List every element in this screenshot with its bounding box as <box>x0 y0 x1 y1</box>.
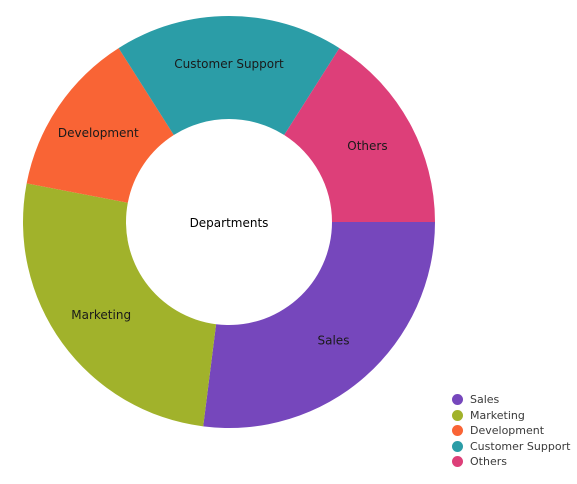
legend-swatch-others <box>452 456 463 468</box>
slice-label-others: Others <box>347 139 387 153</box>
legend-label-customer-support: Customer Support <box>470 439 571 453</box>
slice-label-marketing: Marketing <box>71 308 131 322</box>
slice-development[interactable] <box>26 48 174 203</box>
legend-label-marketing: Marketing <box>470 408 525 422</box>
slice-label-customer-support: Customer Support <box>174 57 284 71</box>
center-label: Departments <box>190 216 269 230</box>
legend-item-sales[interactable]: Sales <box>452 392 577 408</box>
slice-label-sales: Sales <box>318 334 350 348</box>
legend-item-marketing[interactable]: Marketing <box>452 408 577 424</box>
chart-legend: Sales Marketing Development Customer Suppor… <box>452 392 577 470</box>
legend-label-development: Development <box>470 424 545 438</box>
legend-label-others: Others <box>470 455 507 469</box>
slice-others[interactable] <box>284 48 435 222</box>
legend-item-customer-support[interactable]: Customer Support <box>452 439 577 455</box>
legend-swatch-development <box>452 425 463 437</box>
donut-slices <box>23 15 435 429</box>
legend-label-sales: Sales <box>470 393 500 407</box>
legend-swatch-customer-support <box>452 440 463 452</box>
legend-item-development[interactable]: Development <box>452 423 577 439</box>
slice-label-development: Development <box>58 126 139 140</box>
legend-item-others[interactable]: Others <box>452 454 577 470</box>
slice-marketing[interactable] <box>23 183 217 427</box>
slice-customer-support[interactable] <box>118 15 340 136</box>
donut-slice-labels: Sales Marketing Development Customer Suppor… <box>58 57 388 348</box>
legend-swatch-sales <box>452 394 463 406</box>
slice-sales[interactable] <box>203 222 435 429</box>
legend-swatch-marketing <box>452 409 463 421</box>
